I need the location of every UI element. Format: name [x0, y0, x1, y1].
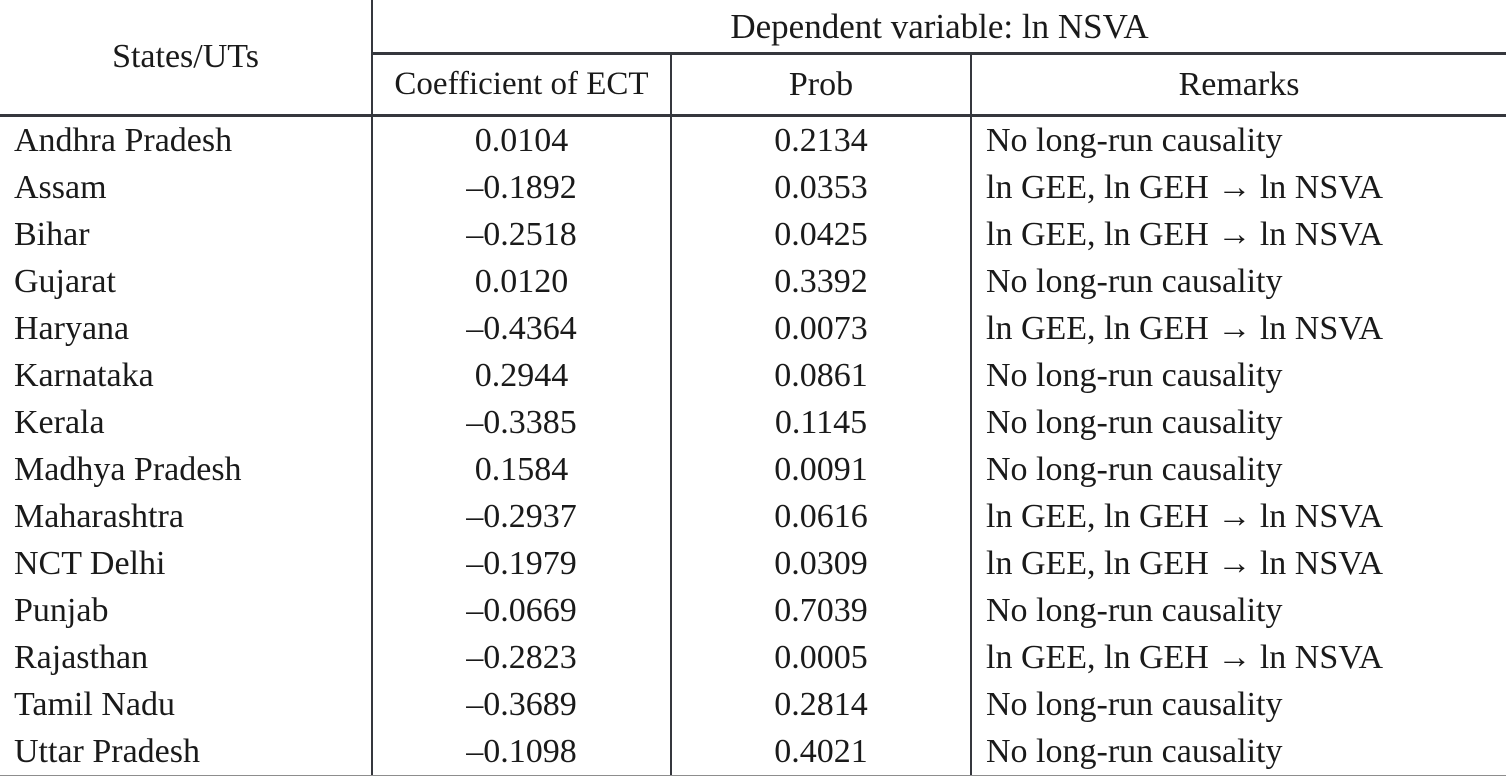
- coefficient-cell: –0.1979: [373, 540, 672, 587]
- state-cell: Andhra Pradesh: [0, 117, 373, 164]
- remarks-cell: No long-run causality: [986, 591, 1283, 629]
- state-cell: Karnataka: [0, 352, 373, 399]
- state-cell: Gujarat: [0, 258, 373, 305]
- coefficient-cell: 0.0120: [373, 258, 672, 305]
- remarks-cell: ln GEE, ln GEH → ln NSVA: [986, 544, 1383, 582]
- prob-cell: 0.0861: [672, 352, 972, 399]
- state-cell: Tamil Nadu: [0, 681, 373, 728]
- prob-cell: 0.0091: [672, 446, 972, 493]
- coefficient-cell: –0.2937: [373, 493, 672, 540]
- prob-cell: 0.4021: [672, 728, 972, 775]
- prob-cell: 0.0005: [672, 634, 972, 681]
- span-header-dependent-variable: Dependent variable: ln NSVA: [373, 0, 1506, 55]
- col-header-remarks: Remarks: [972, 55, 1506, 117]
- col-header-prob: Prob: [672, 55, 972, 117]
- col-header-coefficient-of-ect: Coefficient of ECT: [373, 55, 672, 117]
- prob-cell: 0.0309: [672, 540, 972, 587]
- remarks-cell: ln GEE, ln GEH → ln NSVA: [986, 309, 1383, 347]
- prob-cell: 0.1145: [672, 399, 972, 446]
- state-cell: Kerala: [0, 399, 373, 446]
- coefficient-cell: –0.1098: [373, 728, 672, 775]
- coefficient-cell: 0.0104: [373, 117, 672, 164]
- coefficient-cell: –0.4364: [373, 305, 672, 352]
- remarks-cell: ln GEE, ln GEH → ln NSVA: [986, 215, 1383, 253]
- remarks-cell: No long-run causality: [986, 262, 1283, 300]
- state-cell: Bihar: [0, 211, 373, 258]
- remarks-cell: No long-run causality: [986, 685, 1283, 723]
- coefficient-cell: 0.2944: [373, 352, 672, 399]
- remarks-cell: ln GEE, ln GEH → ln NSVA: [986, 638, 1383, 676]
- remarks-cell: ln GEE, ln GEH → ln NSVA: [986, 168, 1383, 206]
- state-cell: Assam: [0, 164, 373, 211]
- coefficient-cell: –0.3689: [373, 681, 672, 728]
- remarks-cell: No long-run causality: [986, 450, 1283, 488]
- remarks-cell: ln GEE, ln GEH → ln NSVA: [986, 497, 1383, 535]
- col-header-states-uts: States/UTs: [0, 0, 373, 117]
- state-cell: Punjab: [0, 587, 373, 634]
- remarks-cell: No long-run causality: [986, 732, 1283, 770]
- coefficient-cell: –0.2518: [373, 211, 672, 258]
- state-cell: Maharashtra: [0, 493, 373, 540]
- remarks-cell: No long-run causality: [986, 403, 1283, 441]
- coefficient-cell: –0.0669: [373, 587, 672, 634]
- prob-cell: 0.0073: [672, 305, 972, 352]
- prob-cell: 0.0616: [672, 493, 972, 540]
- prob-cell: 0.7039: [672, 587, 972, 634]
- state-cell: Haryana: [0, 305, 373, 352]
- state-cell: Uttar Pradesh: [0, 728, 373, 775]
- coefficient-cell: –0.1892: [373, 164, 672, 211]
- coefficient-cell: –0.2823: [373, 634, 672, 681]
- prob-cell: 0.0353: [672, 164, 972, 211]
- prob-cell: 0.3392: [672, 258, 972, 305]
- remarks-cell: No long-run causality: [986, 356, 1283, 394]
- state-cell: Madhya Pradesh: [0, 446, 373, 493]
- state-cell: Rajasthan: [0, 634, 373, 681]
- prob-cell: 0.2814: [672, 681, 972, 728]
- coefficient-cell: 0.1584: [373, 446, 672, 493]
- prob-cell: 0.0425: [672, 211, 972, 258]
- remarks-cell: No long-run causality: [986, 121, 1283, 159]
- coefficient-cell: –0.3385: [373, 399, 672, 446]
- state-cell: NCT Delhi: [0, 540, 373, 587]
- prob-cell: 0.2134: [672, 117, 972, 164]
